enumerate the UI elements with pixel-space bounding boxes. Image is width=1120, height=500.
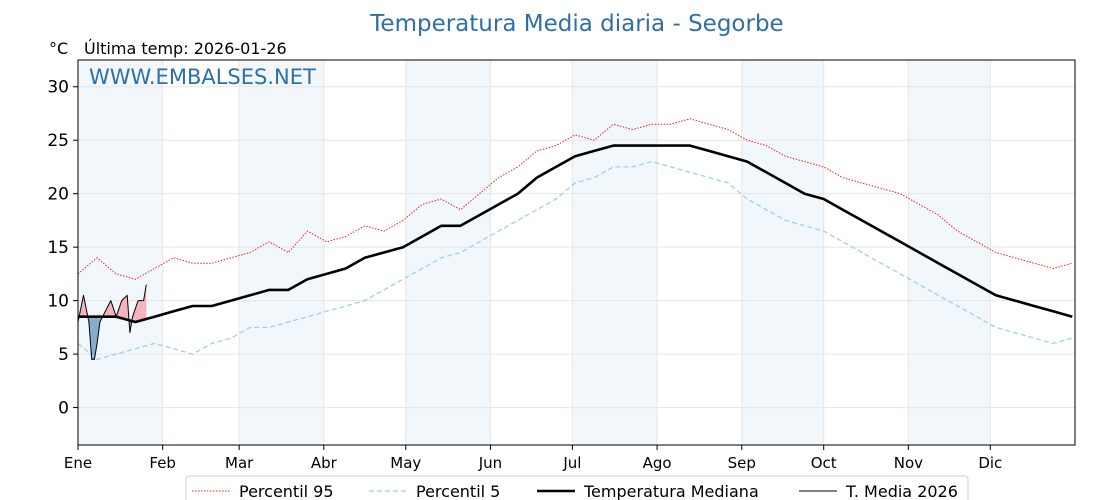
series-line-2 [78,144,1073,324]
watermark: WWW.EMBALSES.NET [89,65,316,89]
y-tick-label: 5 [58,345,69,365]
y-tick-label: 25 [47,131,69,151]
x-tick-label: Abr [311,454,338,472]
x-tick-label: Sep [728,454,756,472]
x-tick-label: May [390,454,421,472]
x-tick-label: Ago [643,454,672,472]
month-band [908,60,991,445]
month-bands [78,60,991,445]
month-band [405,60,491,445]
x-tick-label: Oct [811,454,837,472]
legend-label-2: Temperatura Mediana [583,482,759,500]
series-line-1 [77,160,1073,361]
warm-anomaly-fill [138,300,144,322]
legend-label-3: T. Media 2026 [845,482,958,500]
month-band [239,60,324,445]
x-tick-label: Jul [562,454,581,472]
y-tick-label: 20 [47,185,69,205]
legend-label-1: Percentil 5 [416,482,500,500]
last-temp-label: Última temp: 2026-01-26 [84,39,287,58]
cold-anomaly-fill [94,316,98,360]
x-tick-label: Nov [894,454,923,472]
x-tick-label: Ene [64,454,92,472]
series-line-3 [77,284,147,360]
series-lines [77,118,1073,361]
y-tick-label: 0 [58,399,69,419]
plot-frame [77,59,1076,446]
warm-anomaly-fill [105,300,111,317]
cold-anomaly-fill [91,316,95,360]
x-tick-label: Dic [978,454,1002,472]
month-band [572,60,658,445]
y-tick-label: 10 [47,292,69,312]
y-tick-label: 30 [47,78,69,98]
month-band [78,60,163,445]
legend-box [185,475,969,500]
x-tick-label: Feb [149,454,176,472]
y-tick-label: 15 [47,238,69,258]
legend: Percentil 95 Percentil 5 Temperatura Media… [185,475,969,500]
warm-anomaly-fill [143,284,147,320]
grid [77,60,1075,445]
legend-label-0: Percentil 95 [239,482,334,500]
chart-title: Temperatura Media diaria - Segorbe [369,11,783,37]
y-axis: 0 5 10 15 20 25 30 [47,78,78,419]
x-axis: Ene Feb Mar Abr May Jun Jul Ago Sep Oct Nov Dic [64,445,1002,472]
series-line-0 [77,118,1073,280]
x-tick-label: Jun [478,454,502,472]
month-band [741,60,824,445]
unit-label: °C [49,39,68,58]
x-tick-label: Mar [225,454,254,472]
warm-anomaly-fill [121,295,128,320]
